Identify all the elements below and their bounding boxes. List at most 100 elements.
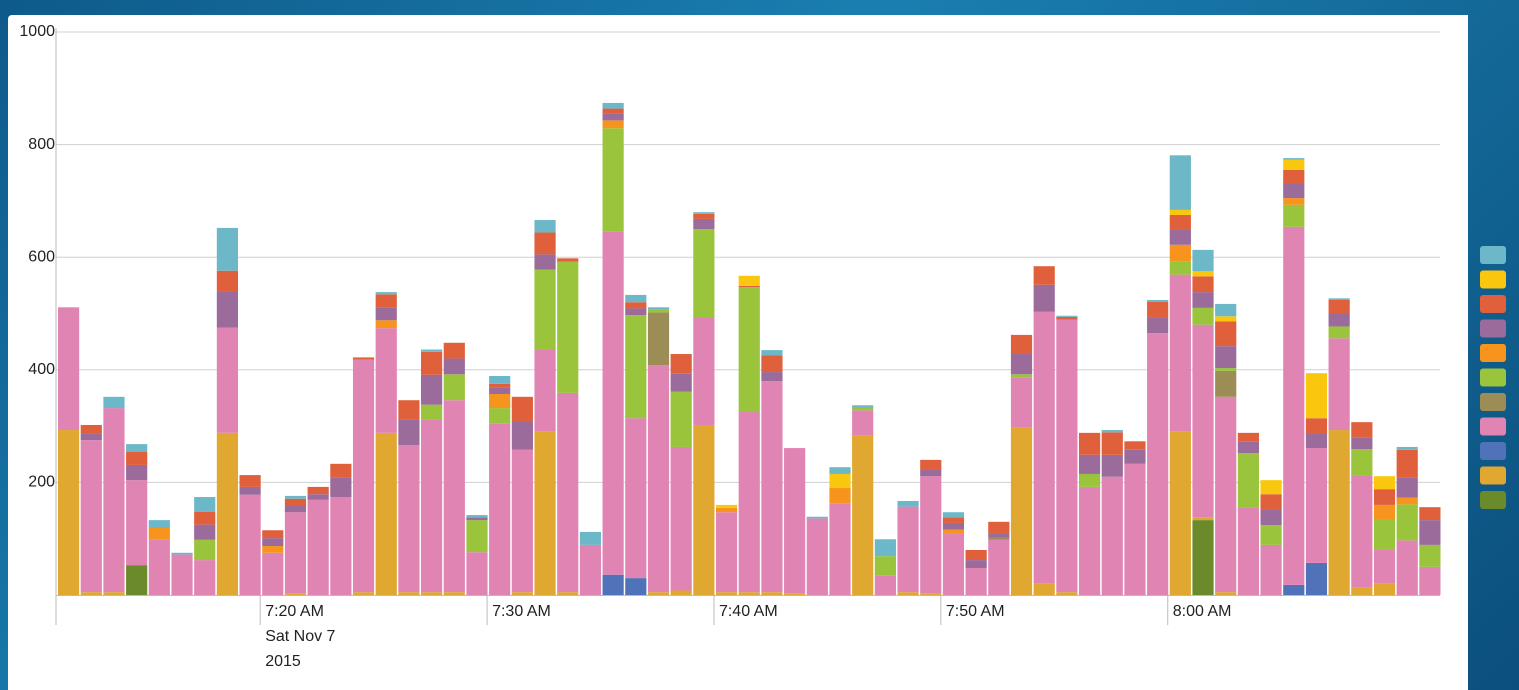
bar-segment [126,451,148,465]
bar-segment [1192,271,1214,277]
bar-segment [330,497,352,595]
bar-segment [557,258,579,262]
bar-segment [625,315,647,419]
y-tick-label: 200 [28,474,55,491]
legend-swatch [1480,368,1506,387]
bar-segment [307,494,329,500]
bar-segment [1373,476,1396,490]
bar-segment [738,592,760,595]
bar-segment [1033,311,1055,584]
bar-segment [625,308,647,316]
bar-segment [1101,432,1123,455]
legend-swatch [1480,491,1506,509]
bar-segment [1305,562,1328,595]
bar-segment [1169,214,1191,230]
bar-segment [352,359,375,593]
bar-segment [284,498,307,506]
bar-segment [557,261,579,393]
bar-segment [103,592,125,595]
bar-segment [1283,184,1305,199]
bar-segment [1283,198,1305,205]
bar-segment [103,396,125,409]
bar-segment [874,556,896,576]
bar-segment [1169,244,1191,262]
bar-segment [625,294,647,303]
bar-segment [1215,396,1237,593]
bar-segment [874,539,896,557]
bar-segment [375,294,397,308]
bar-segment [852,405,874,408]
bar-segment [1147,317,1169,334]
bar-segment [489,423,511,595]
bar-segment [126,464,148,481]
plot: 200 400 600 800 1000 7:20 AM Sat Nov 7 2015 7:30… [19,23,1441,670]
bar-segment [715,592,738,595]
bar-segment [216,291,239,328]
bar-segment [693,213,715,219]
bar-segment [670,354,692,374]
bar-segment [1283,159,1305,170]
bar-segment [761,381,783,593]
bar-segment [829,473,851,489]
bar-segment [1124,449,1146,464]
bar-segment [80,592,102,595]
bar-segment [194,524,216,540]
bar-segment [1192,517,1214,521]
bar-segment [1328,338,1350,431]
bar-segment [1419,566,1441,595]
y-tick-label: 1000 [19,23,55,40]
bar-segment [1260,544,1282,595]
bar-segment [466,520,488,553]
bar-segment [375,320,397,329]
legend-swatch [1480,417,1506,436]
bar-segment [829,488,851,504]
bar-segment [1147,301,1169,318]
bar-segment [489,408,511,424]
bar-segment [602,120,624,129]
bar-segment [262,546,284,553]
bar-segment [625,302,647,309]
bar-segment [421,349,443,352]
bar-segment [1010,353,1033,375]
bar-segment [466,517,488,521]
bar-segment [1328,430,1350,595]
bar-segment [284,593,307,595]
bar-segment [262,552,284,595]
bar-segment [1215,592,1237,595]
bar-segment [942,522,965,530]
bar-segment [421,374,443,405]
x-tick-label: 8:00 AM [1173,603,1232,620]
bar-segment [693,218,715,230]
bar-segment [557,392,579,593]
bar-segment [852,407,874,411]
bar-segment [715,507,738,513]
bar-segment [670,446,692,591]
bar-segment [421,404,443,420]
bar-segment [670,373,692,392]
bar-segment [965,549,987,561]
bar-segment [1078,473,1101,487]
bar-segment [897,592,919,595]
bar-segment [330,477,352,498]
bar-segment [1351,437,1373,450]
bar-segment [693,318,715,425]
bar-segment [557,592,579,595]
bar-segment [1056,592,1078,595]
bar-segment [1396,540,1418,595]
y-tick-label: 600 [28,248,55,265]
bar-segment [1373,504,1396,519]
bar-segment [534,431,556,595]
legend-swatch [1480,344,1506,362]
bar-segment [579,544,602,595]
bar-segment [852,410,874,436]
bar-segment [80,433,102,441]
bar-segment [920,593,942,595]
bar-segment [1169,209,1191,215]
bar-segment [443,374,465,401]
bar-segment [1192,520,1214,595]
bar-segment [1419,544,1441,567]
bar-segment [194,539,216,561]
bar-segment [58,307,80,431]
bar-segment [829,503,851,595]
bar-segment [874,575,896,595]
